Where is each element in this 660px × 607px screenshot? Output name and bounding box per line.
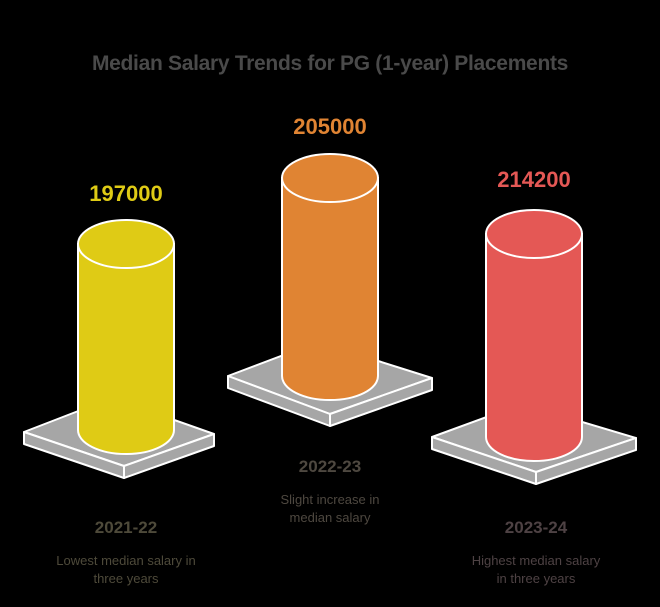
chart-title: Median Salary Trends for PG (1-year) Pla… (91, 52, 569, 75)
description-2022-23: Slight increase in median salary (230, 491, 430, 527)
value-label-2022-23: 205000 (293, 114, 367, 139)
year-label-2022-23: 2022-23 (298, 457, 362, 476)
description-line-1: Slight increase in (280, 492, 380, 507)
value-label-2021-22: 197000 (89, 181, 163, 206)
cylinder (281, 153, 379, 401)
description-line-2: median salary (289, 510, 371, 525)
bar-2022-23 (227, 153, 433, 427)
year-label-2023-24: 2023-24 (504, 518, 568, 537)
cylinder (485, 209, 583, 462)
value-label-2023-24: 214200 (497, 167, 571, 192)
description-line-2: in three years (496, 571, 576, 586)
year-label-2021-22: 2021-22 (94, 518, 158, 537)
description-line-2: three years (93, 571, 159, 586)
description-2021-22: Lowest median salary in three years (26, 552, 226, 588)
description-line-1: Lowest median salary in (56, 553, 196, 568)
description-line-1: Highest median salary (471, 553, 601, 568)
bar-2021-22 (23, 219, 215, 479)
bar-2023-24 (431, 209, 637, 485)
description-2023-24: Highest median salary in three years (436, 552, 636, 588)
cylinder (77, 219, 175, 455)
